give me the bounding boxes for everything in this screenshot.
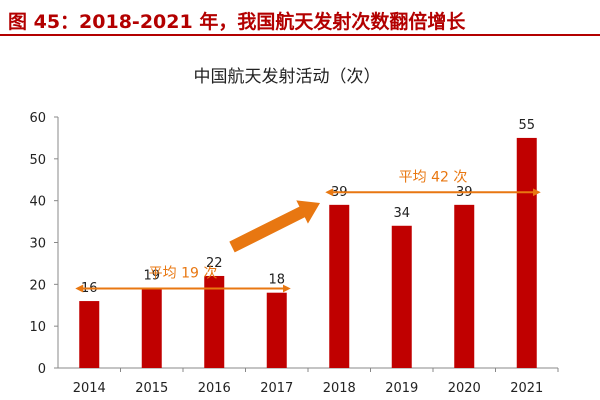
bar <box>516 137 537 368</box>
y-tick-label: 30 <box>29 237 46 252</box>
y-tick-label: 20 <box>29 278 46 293</box>
x-tick-label: 2017 <box>260 381 293 396</box>
growth-arrow-shape <box>229 200 321 253</box>
y-tick-label: 10 <box>29 320 46 335</box>
x-tick-label: 2015 <box>135 381 168 396</box>
bar <box>141 288 162 368</box>
y-tick-label: 60 <box>29 111 46 126</box>
data-label: 22 <box>206 256 223 271</box>
data-label: 34 <box>393 206 410 221</box>
data-label: 19 <box>143 269 160 284</box>
y-tick-label: 0 <box>38 362 46 377</box>
bar <box>79 301 100 368</box>
chart-title: 中国航天发射活动（次） <box>194 67 381 87</box>
bar <box>204 275 225 368</box>
average-label: 平均 19 次 <box>149 266 218 282</box>
chart-axes: 0 10 20 30 40 50 60 2014 2015 2016 2017 2018 2019 202… <box>29 111 559 396</box>
data-label: 18 <box>268 273 285 288</box>
x-tick-label: 2019 <box>385 381 418 396</box>
bar <box>391 225 412 368</box>
figure-header: 图 45：2018-2021 年，我国航天发射次数翻倍增长 <box>0 0 600 36</box>
bar <box>329 204 350 368</box>
x-tick-label: 2016 <box>198 381 231 396</box>
y-tick-label: 50 <box>29 153 46 168</box>
x-tick-label: 2014 <box>73 381 106 396</box>
average-annotations: 平均 19 次 平均 42 次 <box>75 169 541 293</box>
x-tick-label: 2020 <box>448 381 481 396</box>
bar <box>266 292 287 368</box>
x-tick-label: 2018 <box>323 381 356 396</box>
data-label: 55 <box>518 118 535 133</box>
x-tick-label: 2021 <box>510 381 543 396</box>
bar <box>454 204 475 368</box>
figure-title: 图 45：2018-2021 年，我国航天发射次数翻倍增长 <box>8 11 466 33</box>
growth-arrow <box>229 200 321 253</box>
y-tick-label: 40 <box>29 195 46 210</box>
average-label: 平均 42 次 <box>399 169 468 185</box>
